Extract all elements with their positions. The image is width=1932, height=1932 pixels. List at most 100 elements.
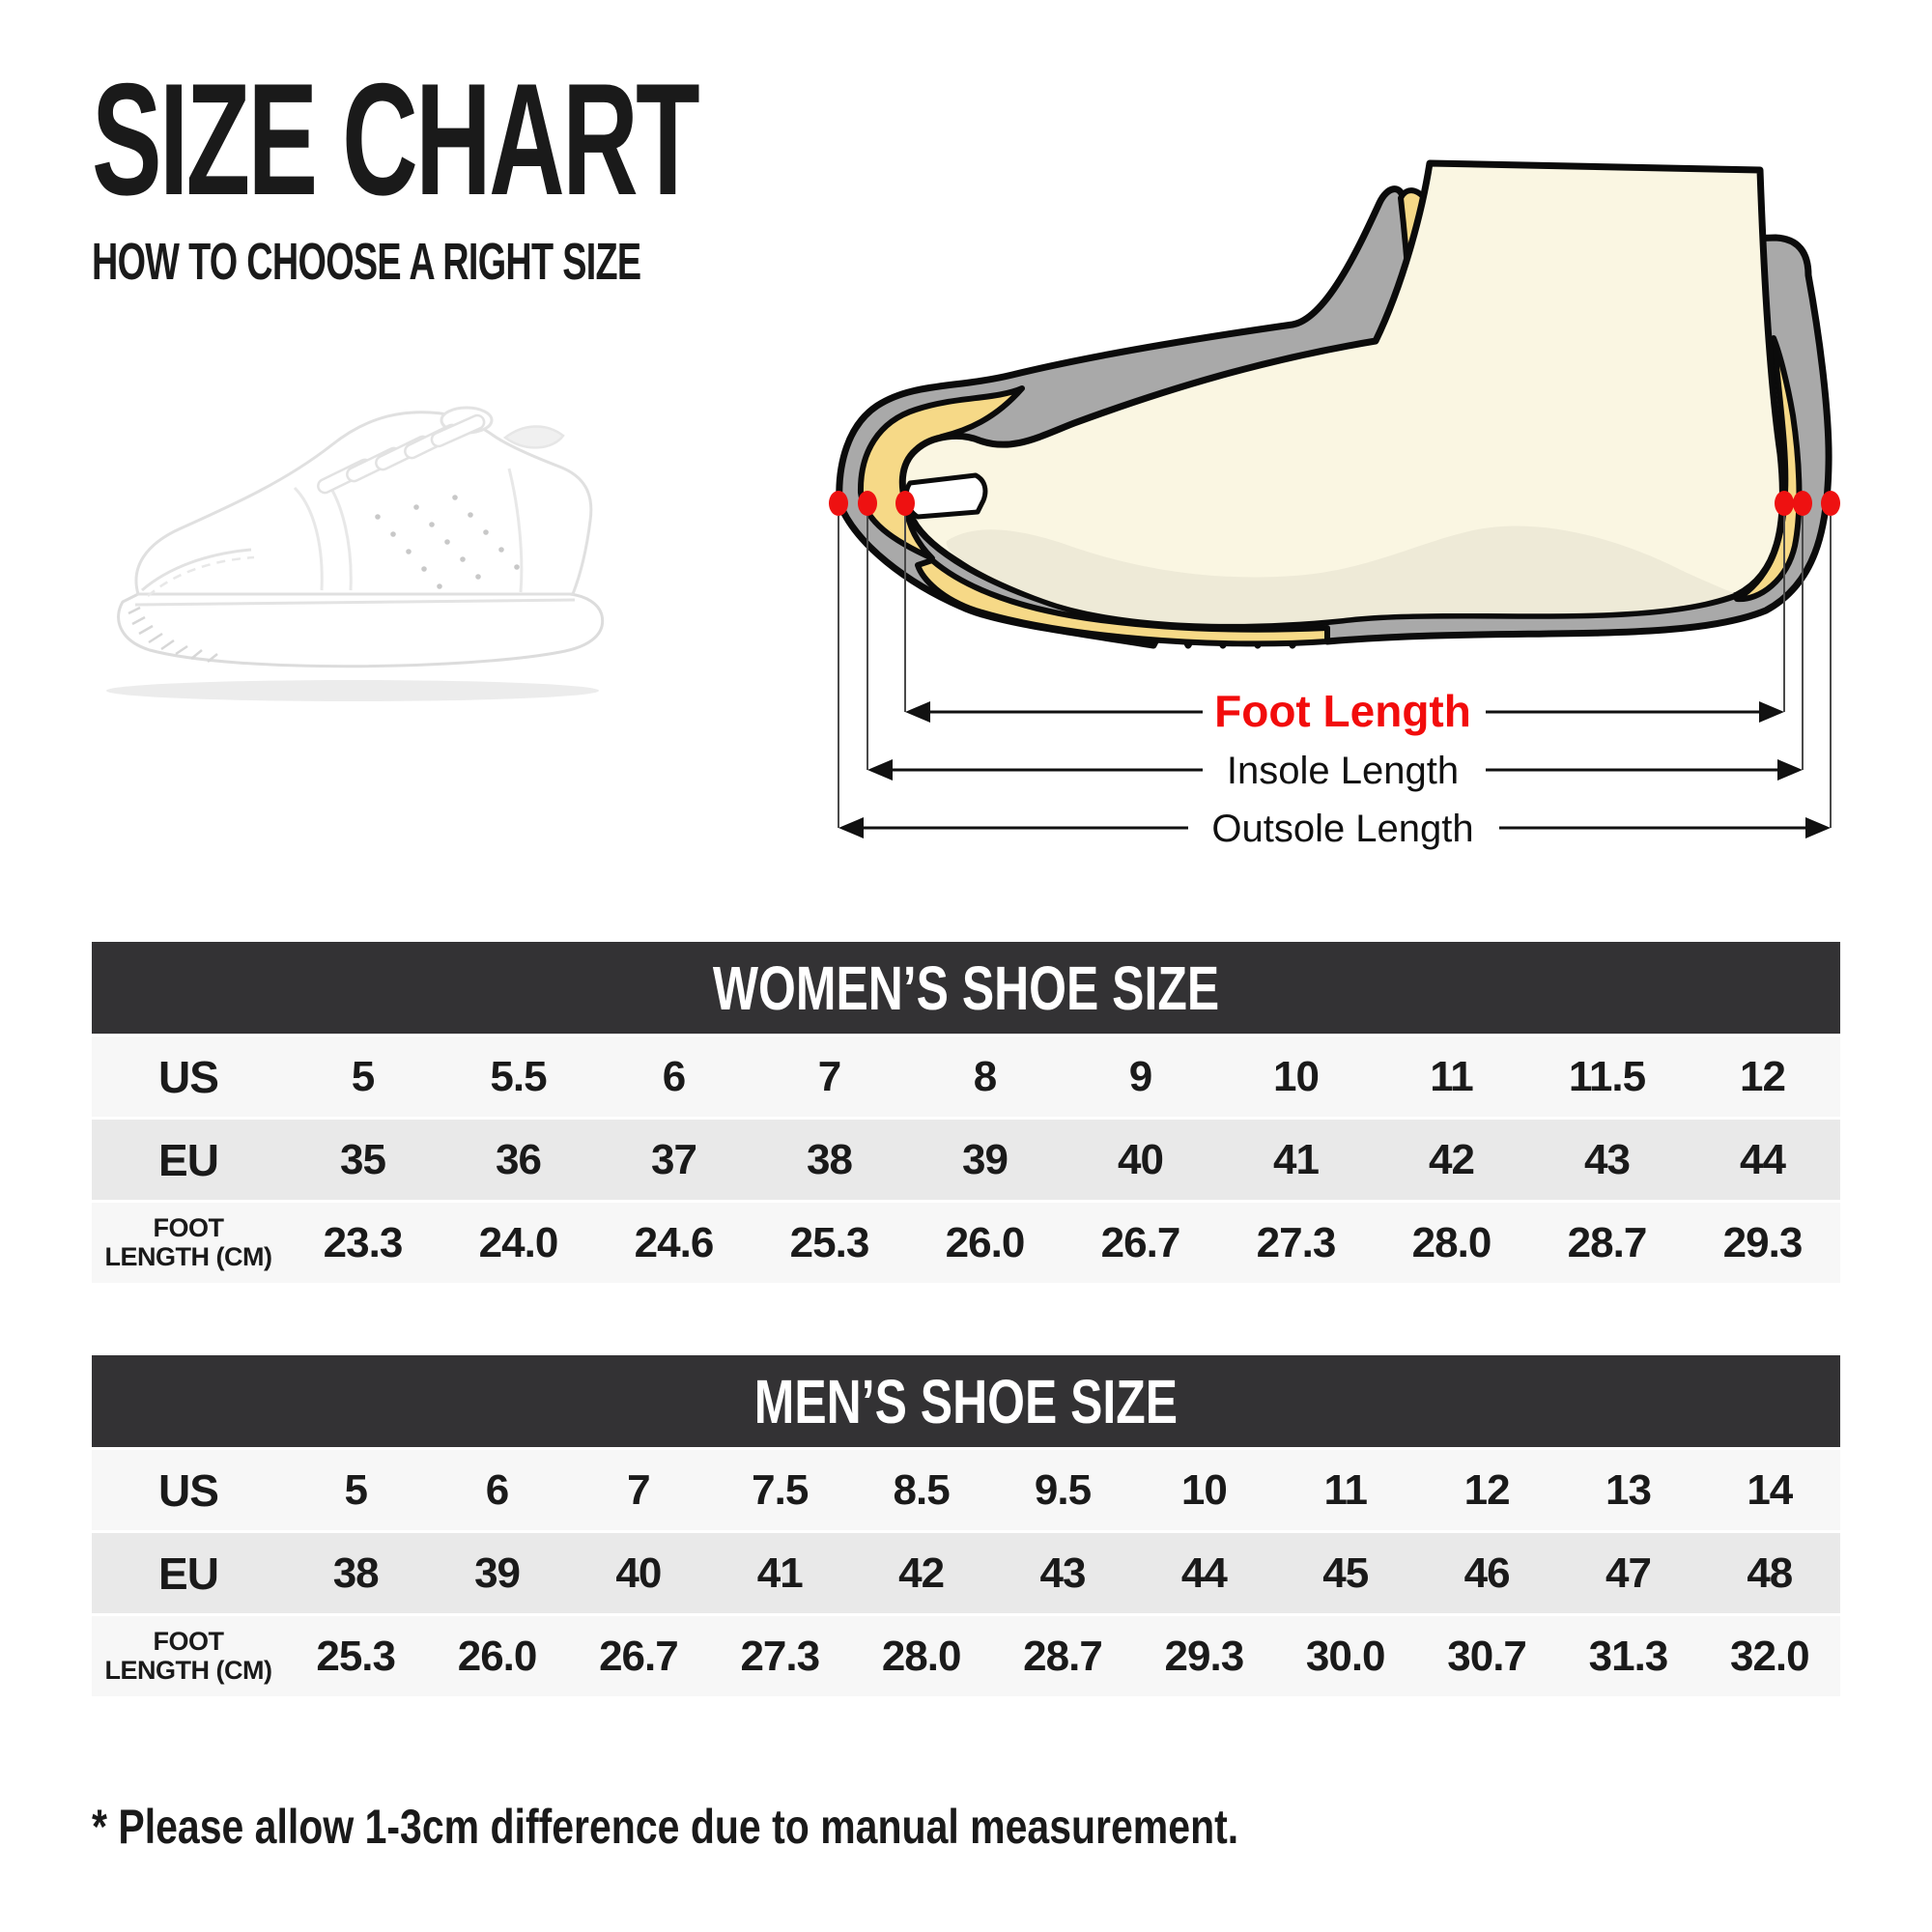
size-value-cell: 40: [1118, 1135, 1164, 1183]
toenail: [903, 472, 988, 520]
size-value-cell: 6: [485, 1465, 509, 1514]
size-value-cell: 28.7: [1023, 1632, 1103, 1680]
size-value-cell: 39: [962, 1135, 1009, 1183]
size-value-cell: 9.5: [1034, 1465, 1092, 1514]
size-value-cell: 9: [1128, 1052, 1152, 1100]
size-value-cell: 30.0: [1305, 1632, 1386, 1680]
size-value-cell: 38: [332, 1548, 380, 1597]
foot-outline: [898, 159, 1786, 630]
size-value-cell: 26.7: [1100, 1218, 1181, 1266]
size-value-cell: 35: [340, 1135, 386, 1183]
size-value-cell: 42: [898, 1548, 945, 1597]
size-value-cell: 5: [351, 1052, 375, 1100]
table-row: FOOT LENGTH (CM) 23.3 24.0 24.6 25.3 26.0 26.7 2…: [92, 1203, 1840, 1283]
row-label: FOOT LENGTH (CM): [104, 1213, 272, 1271]
size-value-cell: 42: [1429, 1135, 1475, 1183]
perforation-dots: [375, 495, 520, 589]
row-label: FOOT LENGTH (CM): [104, 1627, 272, 1685]
table-row: EU 38 39 40 41 42 43 44 45 46 47 48: [92, 1533, 1840, 1613]
size-value-cell: 47: [1605, 1548, 1652, 1597]
size-value-cell: 28.0: [881, 1632, 962, 1680]
size-value-cell: 28.0: [1411, 1218, 1492, 1266]
size-value-cell: 29.3: [1722, 1218, 1804, 1266]
size-value-cell: 27.3: [1256, 1218, 1337, 1266]
size-value-cell: 25.3: [316, 1632, 396, 1680]
size-value-cell: 40: [615, 1548, 662, 1597]
mens-size-table: MEN’S SHOE SIZE US 5 6 7 7.5 8.5 9.5 10 11 12 13 14…: [92, 1355, 1840, 1696]
size-value-cell: 13: [1605, 1465, 1652, 1514]
sole-tread-texture: [128, 606, 218, 663]
sneaker-image: [106, 406, 605, 701]
foot-length-label: Foot Length: [1214, 686, 1471, 736]
size-value-cell: 41: [1273, 1135, 1320, 1183]
table-row: US 5 6 7 7.5 8.5 9.5 10 11 12 13 14: [92, 1450, 1840, 1530]
size-value-cell: 10: [1180, 1465, 1228, 1514]
womens-table-title: WOMEN’S SHOE SIZE: [712, 952, 1220, 1023]
heel-seam: [507, 468, 524, 593]
mens-table-title-bar: MEN’S SHOE SIZE: [92, 1355, 1840, 1447]
size-value-cell: 12: [1740, 1052, 1786, 1100]
table-row: FOOT LENGTH (CM) 25.3 26.0 26.7 27.3 28.0 28.7 2…: [92, 1616, 1840, 1696]
size-value-cell: 30.7: [1447, 1632, 1527, 1680]
size-value-cell: 8.5: [893, 1465, 951, 1514]
collar-lining: [502, 425, 565, 449]
foot-shading: [946, 526, 1734, 624]
outsole-length-label: Outsole Length: [1211, 808, 1473, 850]
sneaker-shadow: [106, 680, 599, 701]
size-value-cell: 37: [651, 1135, 697, 1183]
size-value-cell: 45: [1322, 1548, 1369, 1597]
table-row: EU 35 36 37 38 39 40 41 42 43 44: [92, 1120, 1840, 1200]
size-value-cell: 32.0: [1729, 1632, 1810, 1680]
size-value-cell: 29.3: [1164, 1632, 1245, 1680]
measurement-footnote: * Please allow 1-3cm difference due to m…: [92, 1800, 1239, 1854]
size-value-cell: 26.0: [945, 1218, 1026, 1266]
size-value-cell: 39: [474, 1548, 521, 1597]
size-value-cell: 27.3: [740, 1632, 820, 1680]
size-value-cell: 26.0: [457, 1632, 538, 1680]
size-value-cell: 14: [1747, 1465, 1793, 1514]
measure-marker-dots: [829, 491, 1840, 516]
row-label: US: [158, 1464, 219, 1516]
size-value-cell: 26.7: [599, 1632, 679, 1680]
dimension-arrows: [838, 701, 1831, 838]
size-value-cell: 44: [1740, 1135, 1786, 1183]
foot-measurement-diagram: Foot Length Insole Length Outsole Length: [829, 159, 1840, 850]
sneaker-sole: [117, 590, 605, 668]
size-value-cell: 5.5: [490, 1052, 547, 1100]
size-value-cell: 11.5: [1568, 1052, 1646, 1100]
size-value-cell: 38: [807, 1135, 853, 1183]
size-value-cell: 24.6: [634, 1218, 715, 1266]
size-value-cell: 10: [1273, 1052, 1320, 1100]
table-row: US 5 5.5 6 7 8 9 10 11 11.5 12: [92, 1037, 1840, 1117]
size-value-cell: 11: [1323, 1465, 1368, 1514]
size-value-cell: 28.7: [1567, 1218, 1648, 1266]
size-value-cell: 7.5: [752, 1465, 809, 1514]
womens-table-title-bar: WOMEN’S SHOE SIZE: [92, 942, 1840, 1034]
size-value-cell: 43: [1039, 1548, 1087, 1597]
mens-table-title: MEN’S SHOE SIZE: [753, 1366, 1179, 1436]
page-subtitle: HOW TO CHOOSE A RIGHT SIZE: [92, 233, 641, 291]
row-label: EU: [158, 1548, 219, 1599]
size-value-cell: 11: [1430, 1052, 1474, 1100]
size-value-cell: 5: [344, 1465, 367, 1514]
size-value-cell: 7: [627, 1465, 650, 1514]
size-value-cell: 8: [973, 1052, 997, 1100]
size-value-cell: 43: [1584, 1135, 1631, 1183]
size-value-cell: 46: [1463, 1548, 1511, 1597]
size-value-cell: 44: [1180, 1548, 1228, 1597]
womens-size-table: WOMEN’S SHOE SIZE US 5 5.5 6 7 8 9 10 11 11.5 12 EU…: [92, 942, 1840, 1283]
size-value-cell: 6: [662, 1052, 686, 1100]
size-value-cell: 36: [496, 1135, 542, 1183]
side-panel-seam: [293, 486, 324, 591]
size-value-cell: 25.3: [789, 1218, 870, 1266]
laces: [317, 413, 486, 495]
size-value-cell: 12: [1463, 1465, 1511, 1514]
size-value-cell: 41: [756, 1548, 804, 1597]
row-label: EU: [158, 1134, 219, 1185]
size-value-cell: 23.3: [323, 1218, 404, 1266]
guide-lines: [838, 516, 1832, 828]
size-value-cell: 7: [817, 1052, 841, 1100]
row-label: US: [158, 1051, 219, 1102]
insole-length-label: Insole Length: [1227, 750, 1459, 792]
